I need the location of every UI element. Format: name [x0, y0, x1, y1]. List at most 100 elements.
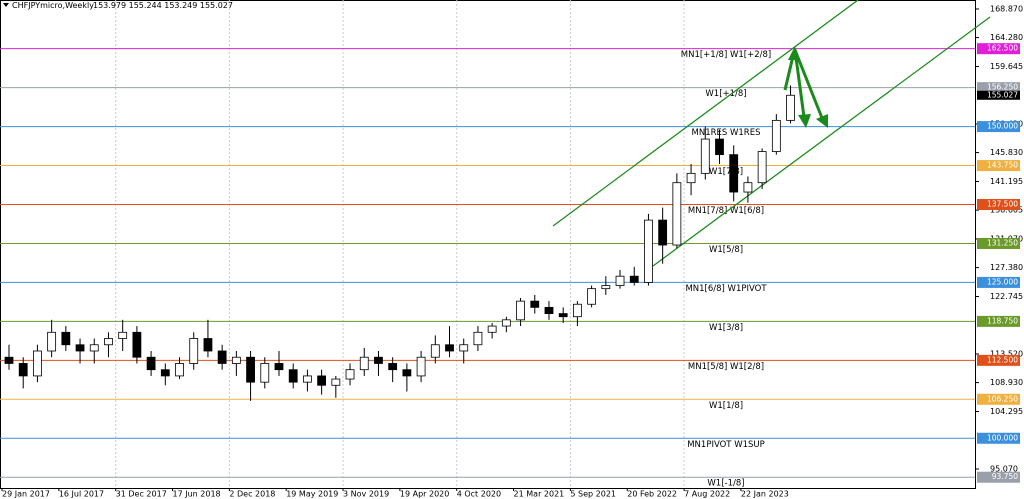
- chart-title: CHFJPYmicro,Weekly: [12, 1, 94, 10]
- y-tick-label: 108.930: [990, 378, 1023, 387]
- level-box-label: 125.000: [987, 277, 1018, 286]
- candle-body: [146, 356, 156, 371]
- level-box-label: 93.750: [992, 472, 1018, 481]
- level-name: MN1[7/8] W1[6/8]: [688, 206, 764, 216]
- level-box-label: 131.250: [987, 238, 1018, 247]
- candle-body: [203, 338, 213, 352]
- candle-body: [317, 375, 327, 386]
- level-box: [977, 82, 1020, 94]
- candle-body: [18, 363, 28, 377]
- x-tick-label: 16 Jul 2017: [59, 490, 104, 499]
- level-box-label: 143.750: [987, 161, 1018, 170]
- level-box: [977, 354, 1020, 366]
- candle-body: [274, 363, 284, 371]
- candle-body: [4, 356, 14, 364]
- candle-body: [757, 151, 767, 184]
- candle-body: [629, 275, 639, 283]
- x-tick-label: 5 Sep 2021: [570, 490, 616, 499]
- arrow-down-2: [793, 49, 824, 119]
- candle-body: [743, 182, 753, 193]
- plot-frame: [0, 0, 976, 489]
- candle-body: [33, 350, 42, 377]
- candle-body: [331, 378, 341, 386]
- level-name: W1[+1/8]: [705, 89, 746, 99]
- last-price-box: [977, 90, 1020, 100]
- candle-body: [288, 369, 298, 383]
- candle-body: [473, 331, 483, 346]
- level-box-label: 112.500: [987, 355, 1018, 364]
- candle-body: [615, 275, 625, 286]
- candle-body: [374, 356, 383, 364]
- candle-body: [175, 363, 184, 377]
- level-box: [977, 471, 1020, 483]
- x-tick-label: 2 Dec 2018: [229, 490, 275, 499]
- menu-icon[interactable]: [3, 3, 9, 7]
- arrows: [783, 49, 824, 119]
- level-name: W1[7/8]: [709, 167, 743, 177]
- x-tick-label: 31 Dec 2017: [116, 490, 167, 499]
- x-tick-label: 20 Feb 2022: [627, 490, 677, 499]
- arrowheads: [788, 46, 828, 128]
- candle-body: [388, 363, 398, 371]
- candle-body: [89, 344, 99, 352]
- y-tick-label: 136.605: [990, 206, 1023, 215]
- candle-body: [786, 94, 795, 121]
- candle-body: [700, 138, 710, 174]
- candle-body: [345, 369, 355, 380]
- x-tick-label: 17 Jun 2018: [173, 490, 221, 499]
- candle-body: [118, 331, 128, 339]
- channel: [552, 0, 991, 267]
- x-tick-label: 21 Mar 2021: [514, 490, 565, 499]
- level-name: W1[5/8]: [709, 245, 743, 255]
- y-tick-label: 113.520: [990, 349, 1023, 358]
- level-box-label: 150.000: [987, 122, 1018, 131]
- candle-body: [587, 288, 597, 305]
- level-name: MN1RES W1RES: [692, 128, 761, 138]
- candle-body: [260, 363, 270, 383]
- level-box-label: 137.500: [987, 200, 1018, 209]
- candle-body: [658, 219, 668, 246]
- channel-upper: [552, 0, 859, 227]
- levels: MN1[+1/8] W1[+2/8] W1[+1/8] MN1RES W1RES W1…: [0, 48, 975, 489]
- arrowhead: [816, 114, 828, 128]
- candle-body: [217, 350, 227, 364]
- level-name: W1[3/8]: [709, 323, 743, 333]
- chart-ohlc: 153.979 155.244 153.249 155.027: [93, 1, 233, 10]
- x-tick-label: 19 May 2019: [286, 490, 338, 499]
- candles: [4, 85, 795, 401]
- candle-body: [104, 338, 113, 346]
- level-name: W1[-1/8]: [707, 479, 744, 489]
- arrowhead: [798, 114, 811, 128]
- candle-body: [715, 138, 724, 156]
- x-tick-label: 29 Jan 2017: [2, 490, 50, 499]
- level-name: MN1PIVOT W1SUP: [687, 440, 765, 450]
- candle-body: [359, 356, 369, 371]
- candle-body: [459, 344, 469, 352]
- y-tick-label: 95.070: [990, 464, 1018, 473]
- level-box: [977, 43, 1020, 55]
- last-price-label: 155.027: [987, 90, 1018, 99]
- level-box: [977, 393, 1020, 405]
- arrow-down-1: [793, 49, 806, 118]
- level-box: [977, 160, 1020, 172]
- x-tick-label: 3 Nov 2019: [343, 490, 389, 499]
- candle-body: [75, 344, 85, 352]
- level-box: [977, 121, 1020, 133]
- candle-body: [416, 356, 426, 377]
- level-name: MN1[+1/8] W1[+2/8]: [681, 50, 771, 60]
- candle-body: [402, 369, 412, 377]
- candle-body: [246, 356, 255, 383]
- x-tick-label: 4 Oct 2020: [457, 490, 501, 499]
- candle-body: [530, 300, 540, 308]
- y-tick-label: 164.280: [990, 33, 1023, 42]
- level-box: [977, 237, 1020, 249]
- y-tick-label: 159.645: [990, 62, 1023, 71]
- candle-body: [672, 182, 682, 246]
- level-box-label: 156.250: [987, 83, 1018, 92]
- y-tick-label: 122.745: [990, 292, 1023, 301]
- level-box: [977, 276, 1020, 288]
- candle-body: [430, 344, 440, 358]
- candle-body: [544, 306, 554, 314]
- candle-body: [771, 119, 781, 152]
- candle-body: [644, 219, 653, 283]
